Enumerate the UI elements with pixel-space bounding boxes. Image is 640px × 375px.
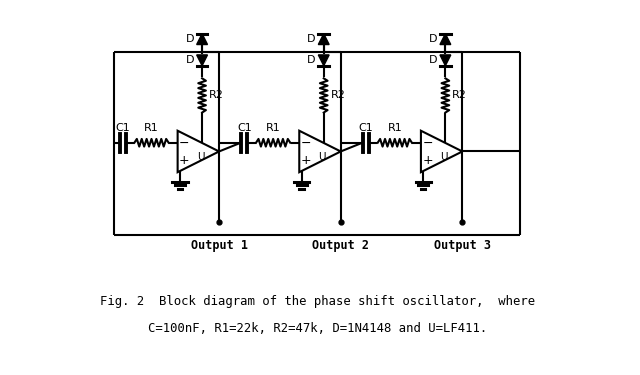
Text: $-$: $-$: [179, 136, 189, 149]
Polygon shape: [196, 55, 207, 66]
Polygon shape: [440, 55, 451, 66]
Text: C1: C1: [237, 123, 252, 133]
Text: D: D: [429, 55, 437, 65]
Text: U: U: [197, 152, 204, 162]
Polygon shape: [440, 34, 451, 45]
Text: C=100nF, R1=22k, R2=47k, D=1N4148 and U=LF411.: C=100nF, R1=22k, R2=47k, D=1N4148 and U=…: [148, 322, 488, 334]
Text: Output 3: Output 3: [434, 239, 491, 252]
Polygon shape: [300, 131, 340, 172]
Polygon shape: [318, 55, 329, 66]
Text: R2: R2: [209, 90, 224, 101]
Text: Output 1: Output 1: [191, 239, 248, 252]
Text: R1: R1: [144, 123, 159, 133]
Text: $+$: $+$: [422, 154, 433, 166]
Text: $+$: $+$: [179, 154, 189, 166]
Text: D: D: [307, 55, 316, 65]
Text: D: D: [307, 34, 316, 44]
Text: Fig. 2  Block diagram of the phase shift oscillator,  where: Fig. 2 Block diagram of the phase shift …: [100, 294, 535, 307]
Text: U: U: [319, 152, 326, 162]
Text: Output 2: Output 2: [312, 239, 369, 252]
Text: R2: R2: [330, 90, 346, 101]
Text: U: U: [440, 152, 447, 162]
Polygon shape: [318, 34, 329, 45]
Text: D: D: [186, 34, 194, 44]
Polygon shape: [178, 131, 219, 172]
Text: $-$: $-$: [422, 136, 433, 149]
Text: R2: R2: [452, 90, 467, 101]
Text: R1: R1: [387, 123, 402, 133]
Polygon shape: [196, 34, 207, 45]
Polygon shape: [421, 131, 462, 172]
Text: R1: R1: [266, 123, 280, 133]
Text: $-$: $-$: [300, 136, 311, 149]
Text: C1: C1: [358, 123, 373, 133]
Text: C1: C1: [115, 123, 130, 133]
Text: D: D: [429, 34, 437, 44]
Text: $+$: $+$: [300, 154, 311, 166]
Text: D: D: [186, 55, 194, 65]
